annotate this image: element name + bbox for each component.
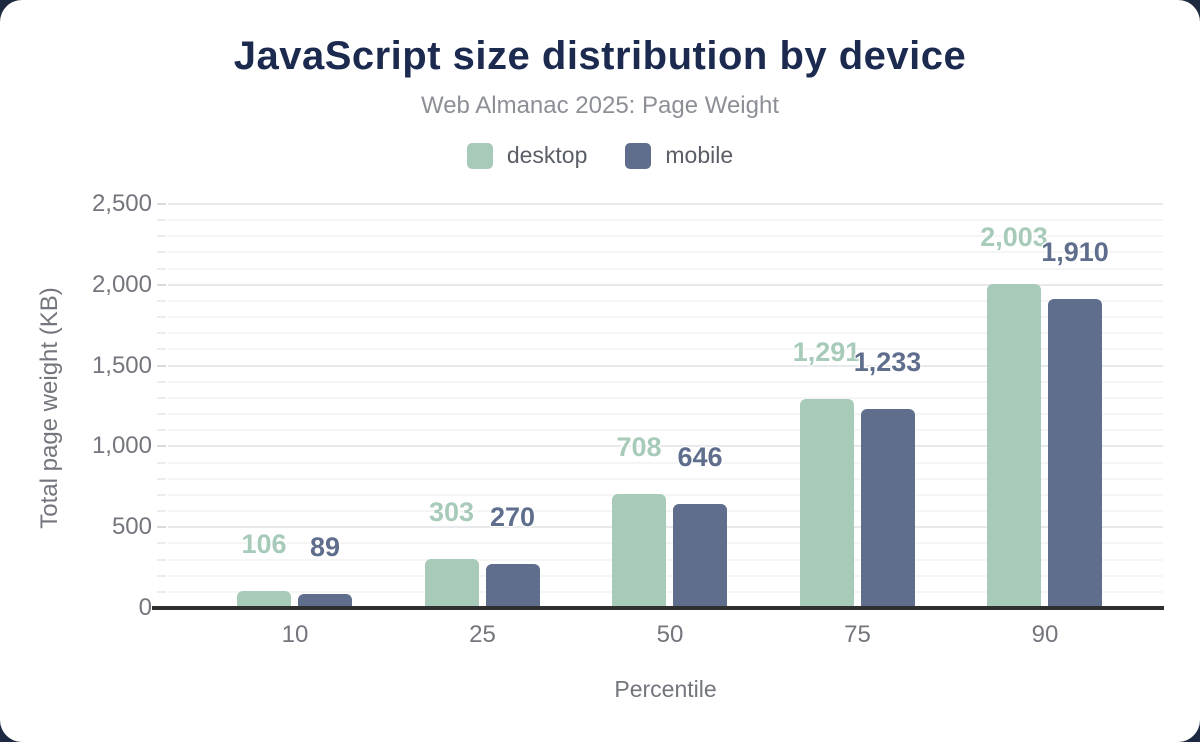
y-axis-tick xyxy=(157,461,166,464)
legend-label: mobile xyxy=(665,142,734,168)
y-axis-tick xyxy=(157,445,166,448)
bar-value-desktop-p25: 303 xyxy=(428,497,475,527)
bar-mobile-p90 xyxy=(1048,299,1102,608)
legend-label: desktop xyxy=(506,142,588,168)
y-axis-tick xyxy=(152,606,166,610)
x-tick-label: 75 xyxy=(844,621,871,648)
legend: desktop mobile xyxy=(0,142,1200,169)
plot-area: 106 89 10 303 270 25 708 646 50 1,291 1,233 75 2,003… xyxy=(152,203,1164,648)
legend-swatch-mobile xyxy=(625,142,652,169)
x-axis-title: Percentile xyxy=(614,676,717,702)
legend-item-desktop[interactable]: desktop xyxy=(466,142,588,169)
gridline-minor xyxy=(168,477,1163,480)
bar-value-mobile-p10: 89 xyxy=(309,532,341,562)
x-tick-label: 90 xyxy=(1031,621,1059,648)
bar-value-mobile-p25: 270 xyxy=(489,502,536,532)
y-axis-tick xyxy=(157,477,166,480)
y-tick-label: 2,500 xyxy=(91,190,152,217)
bar-mobile-p10 xyxy=(298,594,352,608)
bar-desktop-p90 xyxy=(987,284,1041,608)
bar-value-mobile-p75: 1,233 xyxy=(853,347,922,377)
y-axis-tick xyxy=(157,413,166,416)
y-axis-tick xyxy=(157,542,166,545)
y-axis-tick xyxy=(157,396,166,399)
y-axis-tick xyxy=(157,348,166,351)
bar-value-desktop-p50: 708 xyxy=(616,432,662,462)
y-axis-tick xyxy=(157,219,166,222)
bar-desktop-p10 xyxy=(237,591,291,608)
gridline-minor xyxy=(168,413,1163,416)
bar-value-mobile-p90: 1,910 xyxy=(1041,237,1109,267)
x-tick-label: 10 xyxy=(281,621,309,648)
y-tick-label: 1,500 xyxy=(91,351,152,379)
x-tick-label: 50 xyxy=(656,621,684,648)
y-axis-tick xyxy=(157,332,166,335)
y-tick-label: 0 xyxy=(138,594,152,621)
y-tick-label: 2,000 xyxy=(91,270,152,298)
y-axis-tick xyxy=(157,283,166,286)
y-axis-tick xyxy=(157,574,166,577)
gridline-minor xyxy=(168,493,1163,496)
bar-desktop-p75 xyxy=(799,399,854,608)
legend-item-mobile[interactable]: mobile xyxy=(625,142,733,169)
gridline-minor xyxy=(168,332,1163,335)
gridline-major xyxy=(168,445,1163,448)
y-axis-tick xyxy=(157,590,166,593)
bar-desktop-p25 xyxy=(424,559,479,608)
bar-mobile-p75 xyxy=(860,409,915,608)
gridline-minor xyxy=(168,267,1163,270)
y-axis-tick xyxy=(157,558,166,561)
y-axis-tick xyxy=(157,510,166,513)
gridline-minor xyxy=(168,219,1163,222)
gridline-minor xyxy=(168,396,1163,399)
y-axis-tick xyxy=(157,267,166,270)
bar-desktop-p50 xyxy=(612,494,666,608)
bar-mobile-p25 xyxy=(485,564,540,608)
bar-value-desktop-p75: 1,291 xyxy=(792,337,861,367)
gridline-major xyxy=(168,283,1163,286)
bar-value-desktop-p90: 2,003 xyxy=(980,222,1048,252)
y-tick-label: 500 xyxy=(111,513,152,541)
chart-subtitle: Web Almanac 2025: Page Weight xyxy=(420,92,779,119)
gridline-minor xyxy=(168,235,1163,238)
y-axis-tick xyxy=(157,493,166,496)
gridline-major xyxy=(168,364,1163,367)
y-axis-tick xyxy=(157,364,166,367)
gridline-minor xyxy=(168,461,1163,464)
y-tick-label: 1,000 xyxy=(91,432,152,460)
y-axis-tick xyxy=(157,251,166,254)
y-axis-tick xyxy=(157,429,166,432)
y-axis-tick xyxy=(157,316,166,319)
gridline-minor xyxy=(168,380,1163,383)
y-axis-tick xyxy=(157,203,166,205)
gridline-minor xyxy=(168,316,1163,319)
y-axis-tick xyxy=(157,380,166,383)
bar-value-mobile-p50: 646 xyxy=(677,442,723,472)
gridline-major xyxy=(168,203,1163,205)
y-axis-tick xyxy=(157,299,166,302)
gridline-minor xyxy=(168,429,1163,432)
chart-title: JavaScript size distribution by device xyxy=(233,34,967,78)
gridline-minor xyxy=(168,251,1163,254)
y-axis-tick xyxy=(157,235,166,238)
y-axis-tick xyxy=(157,526,166,529)
x-tick-label: 25 xyxy=(469,621,496,648)
gridline-minor xyxy=(168,299,1163,302)
bar-mobile-p50 xyxy=(673,504,727,608)
gridline-minor xyxy=(168,348,1163,351)
x-axis-line xyxy=(163,606,1164,610)
bar-value-desktop-p10: 106 xyxy=(241,529,287,559)
legend-swatch-desktop xyxy=(466,142,493,169)
